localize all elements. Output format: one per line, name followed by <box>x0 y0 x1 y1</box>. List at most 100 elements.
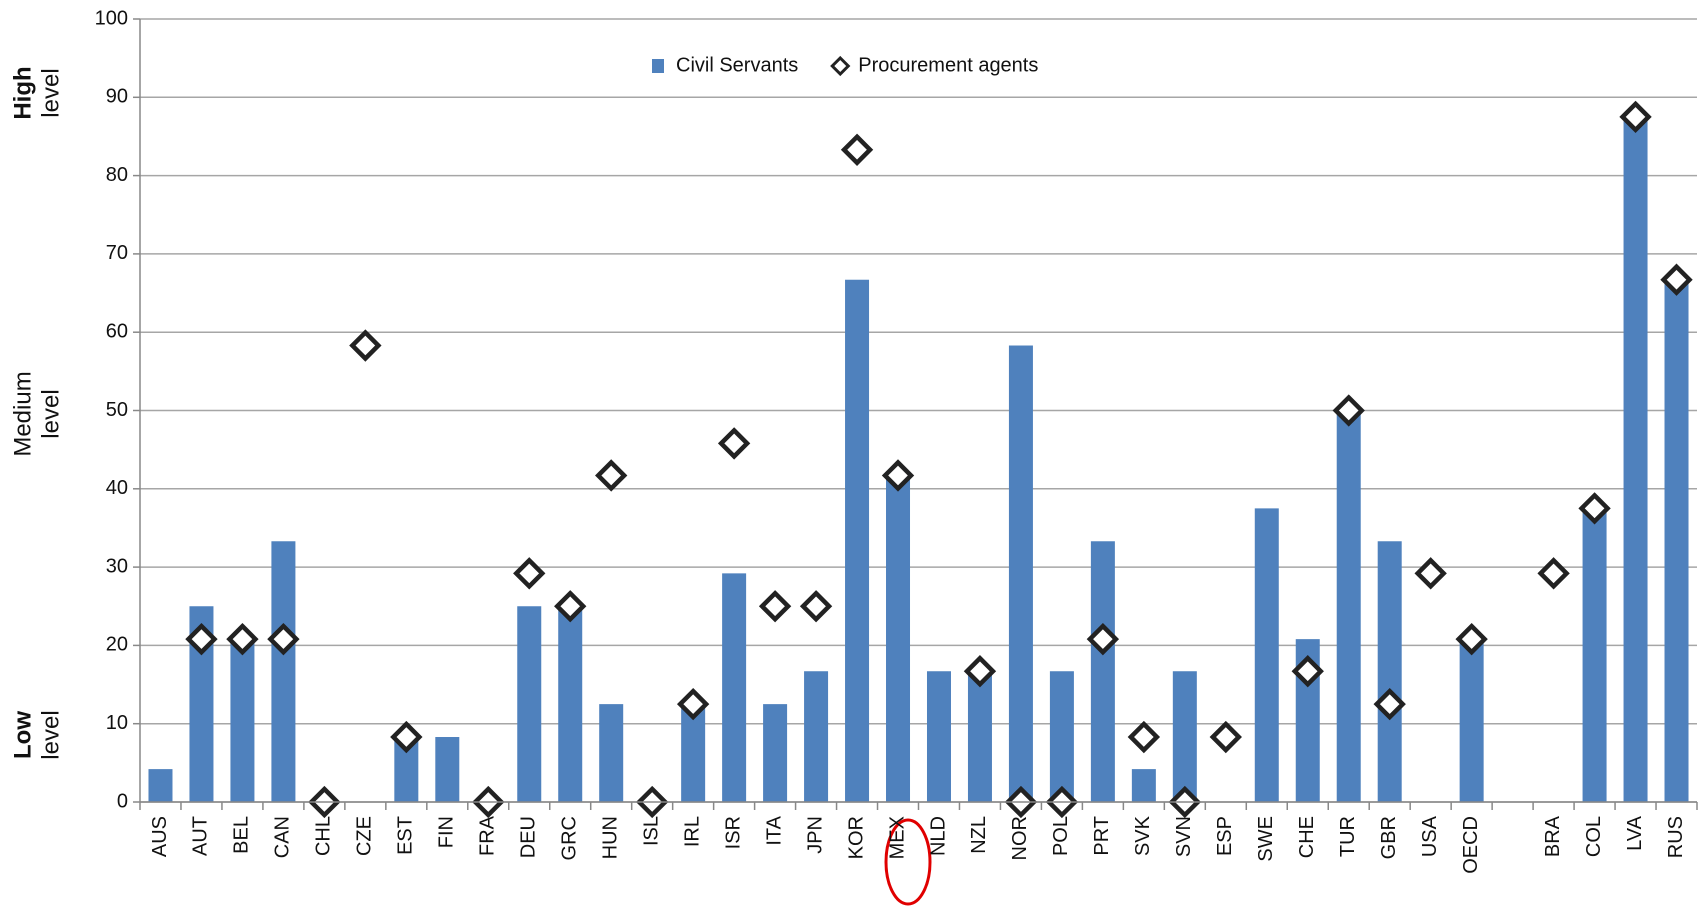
diamond-marker <box>1619 100 1652 134</box>
x-tick-label: CHE <box>1296 816 1318 858</box>
diamond-marker <box>1373 687 1406 721</box>
x-tick-label: CAN <box>272 816 294 858</box>
x-tick-label: SVN <box>1173 816 1195 857</box>
x-tick-label: USA <box>1419 815 1441 857</box>
bar <box>1090 541 1115 802</box>
y-tick-label: 10 <box>106 712 128 734</box>
diamond-marker <box>595 459 628 492</box>
bar <box>517 606 542 802</box>
x-tick-label: ISR <box>722 816 744 849</box>
x-tick-label: ISL <box>640 816 662 846</box>
x-tick-label: NOR <box>1009 816 1031 860</box>
x-tick-label: BEL <box>231 816 253 854</box>
bar <box>1131 769 1156 802</box>
x-tick-label: KOR <box>845 816 867 859</box>
y-tick-label: 80 <box>106 164 128 186</box>
bar <box>230 639 255 802</box>
side-label: level <box>37 389 64 438</box>
y-tick-label: 40 <box>106 477 128 499</box>
x-tick-label: AUS <box>149 816 171 857</box>
bar <box>1377 541 1402 802</box>
side-label: Low <box>9 711 36 759</box>
bar <box>722 573 747 802</box>
diamond-marker <box>963 655 997 688</box>
diamond-marker <box>1086 622 1120 656</box>
x-tick-label: AUT <box>190 816 212 856</box>
bar <box>558 606 583 802</box>
diamond-marker <box>267 622 300 656</box>
diamond-marker <box>1578 492 1611 525</box>
diamond-marker <box>758 590 792 623</box>
x-tick-label: HUN <box>599 816 621 859</box>
diamond-marker <box>513 557 546 590</box>
y-tick-label: 30 <box>106 555 128 577</box>
x-tick-label: DEU <box>518 816 540 858</box>
x-tick-label: SVK <box>1132 815 1154 856</box>
bar <box>148 769 173 802</box>
bar <box>1336 410 1361 802</box>
bar <box>271 541 296 802</box>
side-label: High <box>9 66 36 119</box>
y-tick-label: 20 <box>106 634 128 656</box>
x-tick-label: ESP <box>1214 816 1236 856</box>
y-tick-label: 60 <box>106 320 128 342</box>
bar <box>763 704 788 802</box>
bar <box>804 671 829 802</box>
x-tick-label: MEX <box>886 816 908 859</box>
x-tick-label: CZE <box>354 816 376 856</box>
bar <box>1008 345 1033 802</box>
bar <box>845 279 870 802</box>
diamond-marker <box>1291 655 1324 688</box>
x-tick-label: EST <box>395 816 417 855</box>
x-tick-label: COL <box>1583 816 1605 857</box>
diamond-marker <box>1660 263 1693 296</box>
diamond-marker <box>799 590 833 623</box>
diamond-marker <box>676 687 710 721</box>
diamond-marker <box>840 133 874 166</box>
side-label: level <box>37 710 64 759</box>
y-tick-label: 70 <box>106 242 128 264</box>
bar <box>886 475 911 802</box>
diamond-marker <box>349 329 382 362</box>
y-tick-label: 50 <box>106 399 128 421</box>
y-tick-label: 100 <box>95 7 128 29</box>
x-tick-label: IRL <box>681 816 703 847</box>
bar <box>1049 671 1074 802</box>
legend-label: Civil Servants <box>676 54 798 76</box>
x-tick-label: BRA <box>1542 815 1564 857</box>
diamond-marker <box>554 590 587 623</box>
x-tick-label: LVA <box>1624 815 1646 850</box>
diamond-marker <box>185 622 218 656</box>
diamond-marker <box>1414 557 1447 590</box>
x-tick-label: RUS <box>1665 816 1687 858</box>
x-tick-label: SWE <box>1255 816 1277 862</box>
x-tick-label: POL <box>1050 816 1072 856</box>
x-tick-label: GBR <box>1378 816 1400 859</box>
diamond-marker <box>1127 720 1161 754</box>
diamond-marker <box>1332 394 1365 427</box>
x-tick-label: ITA <box>763 815 785 845</box>
diamond-marker <box>881 459 915 492</box>
y-tick-label: 90 <box>106 86 128 108</box>
diamond-marker <box>226 622 259 656</box>
bar <box>1459 639 1484 802</box>
x-tick-label: JPN <box>804 816 826 854</box>
bar <box>681 704 706 802</box>
side-label: level <box>37 68 64 117</box>
diamond-marker <box>1455 622 1488 656</box>
legend-swatch <box>830 55 851 77</box>
bar <box>1254 508 1279 802</box>
legend-label: Procurement agents <box>858 54 1038 76</box>
diamond-marker <box>1209 720 1242 754</box>
x-tick-label: FIN <box>436 816 458 848</box>
bar <box>435 737 460 802</box>
y-tick-label: 0 <box>117 790 128 812</box>
x-tick-label: NLD <box>927 816 949 856</box>
bar <box>967 671 992 802</box>
bar <box>1623 116 1648 802</box>
x-tick-label: GRC <box>559 816 581 860</box>
bar <box>926 671 951 802</box>
bar <box>1172 671 1197 802</box>
x-tick-label: TUR <box>1337 816 1359 857</box>
